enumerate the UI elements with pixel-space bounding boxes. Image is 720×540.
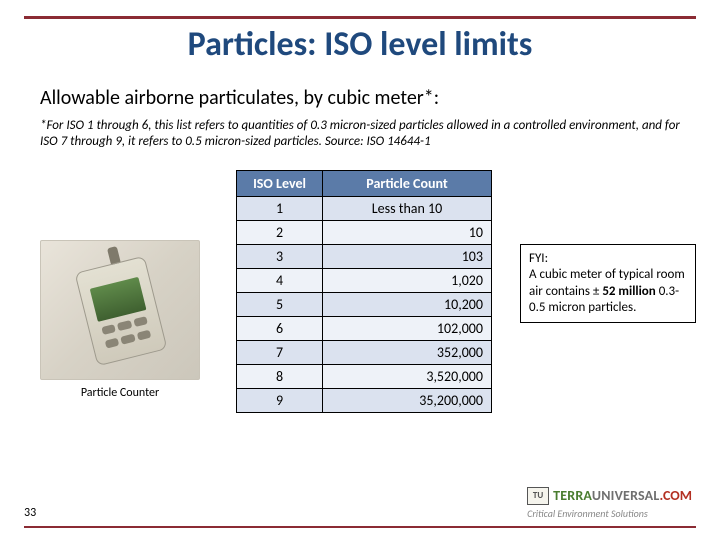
device-screen	[90, 277, 147, 322]
cell-particle-count: 10,200	[323, 293, 492, 317]
cell-iso-level: 6	[237, 317, 323, 341]
subtitle: Allowable airborne particulates, by cubi…	[40, 86, 680, 110]
device-figure: Particle Counter	[40, 240, 200, 410]
logo-tagline: Critical Environment Solutions	[527, 507, 692, 520]
brand-logo: TU TERRAUNIVERSAL.COM Critical Environme…	[527, 486, 692, 520]
top-rule	[24, 16, 696, 19]
logo-com: .COM	[659, 487, 692, 504]
fyi-body-strong: 52 million	[602, 284, 655, 299]
page-title: Particles: ISO level limits	[0, 24, 720, 65]
table-row: 510,200	[237, 293, 492, 317]
cell-iso-level: 7	[237, 341, 323, 365]
cell-particle-count: 35,200,000	[323, 389, 492, 413]
cell-particle-count: Less than 10	[323, 197, 492, 221]
table-row: 935,200,000	[237, 389, 492, 413]
device-body	[74, 256, 167, 367]
device-buttons	[101, 316, 151, 350]
cell-particle-count: 102,000	[323, 317, 492, 341]
cell-particle-count: 3,520,000	[323, 365, 492, 389]
cell-iso-level: 8	[237, 365, 323, 389]
cell-particle-count: 352,000	[323, 341, 492, 365]
table-row: 83,520,000	[237, 365, 492, 389]
logo-mark-icon: TU	[527, 487, 549, 505]
table-row: 6102,000	[237, 317, 492, 341]
fyi-lead: FYI:	[529, 251, 548, 266]
fyi-box: FYI: A cubic meter of typical room air c…	[520, 244, 696, 323]
cell-iso-level: 4	[237, 269, 323, 293]
device-image	[40, 240, 200, 380]
cell-iso-level: 9	[237, 389, 323, 413]
col-iso-level: ISO Level	[237, 171, 323, 197]
cell-particle-count: 1,020	[323, 269, 492, 293]
cell-particle-count: 10	[323, 221, 492, 245]
page-number: 33	[24, 506, 36, 520]
logo-terra: TERRA	[553, 487, 592, 504]
table-row: 1Less than 10	[237, 197, 492, 221]
footnote: *For ISO 1 through 6, this list refers t…	[40, 118, 680, 151]
table-header-row: ISO Level Particle Count	[237, 171, 492, 197]
table-row: 210	[237, 221, 492, 245]
cell-iso-level: 5	[237, 293, 323, 317]
bottom-rule	[24, 526, 696, 528]
cell-iso-level: 3	[237, 245, 323, 269]
table-row: 7352,000	[237, 341, 492, 365]
table-row: 3103	[237, 245, 492, 269]
device-caption: Particle Counter	[40, 386, 200, 400]
cell-particle-count: 103	[323, 245, 492, 269]
logo-universal: UNIVERSAL	[592, 487, 660, 504]
iso-table: ISO Level Particle Count 1Less than 1021…	[236, 170, 492, 413]
cell-iso-level: 1	[237, 197, 323, 221]
cell-iso-level: 2	[237, 221, 323, 245]
table-row: 41,020	[237, 269, 492, 293]
col-particle-count: Particle Count	[323, 171, 492, 197]
